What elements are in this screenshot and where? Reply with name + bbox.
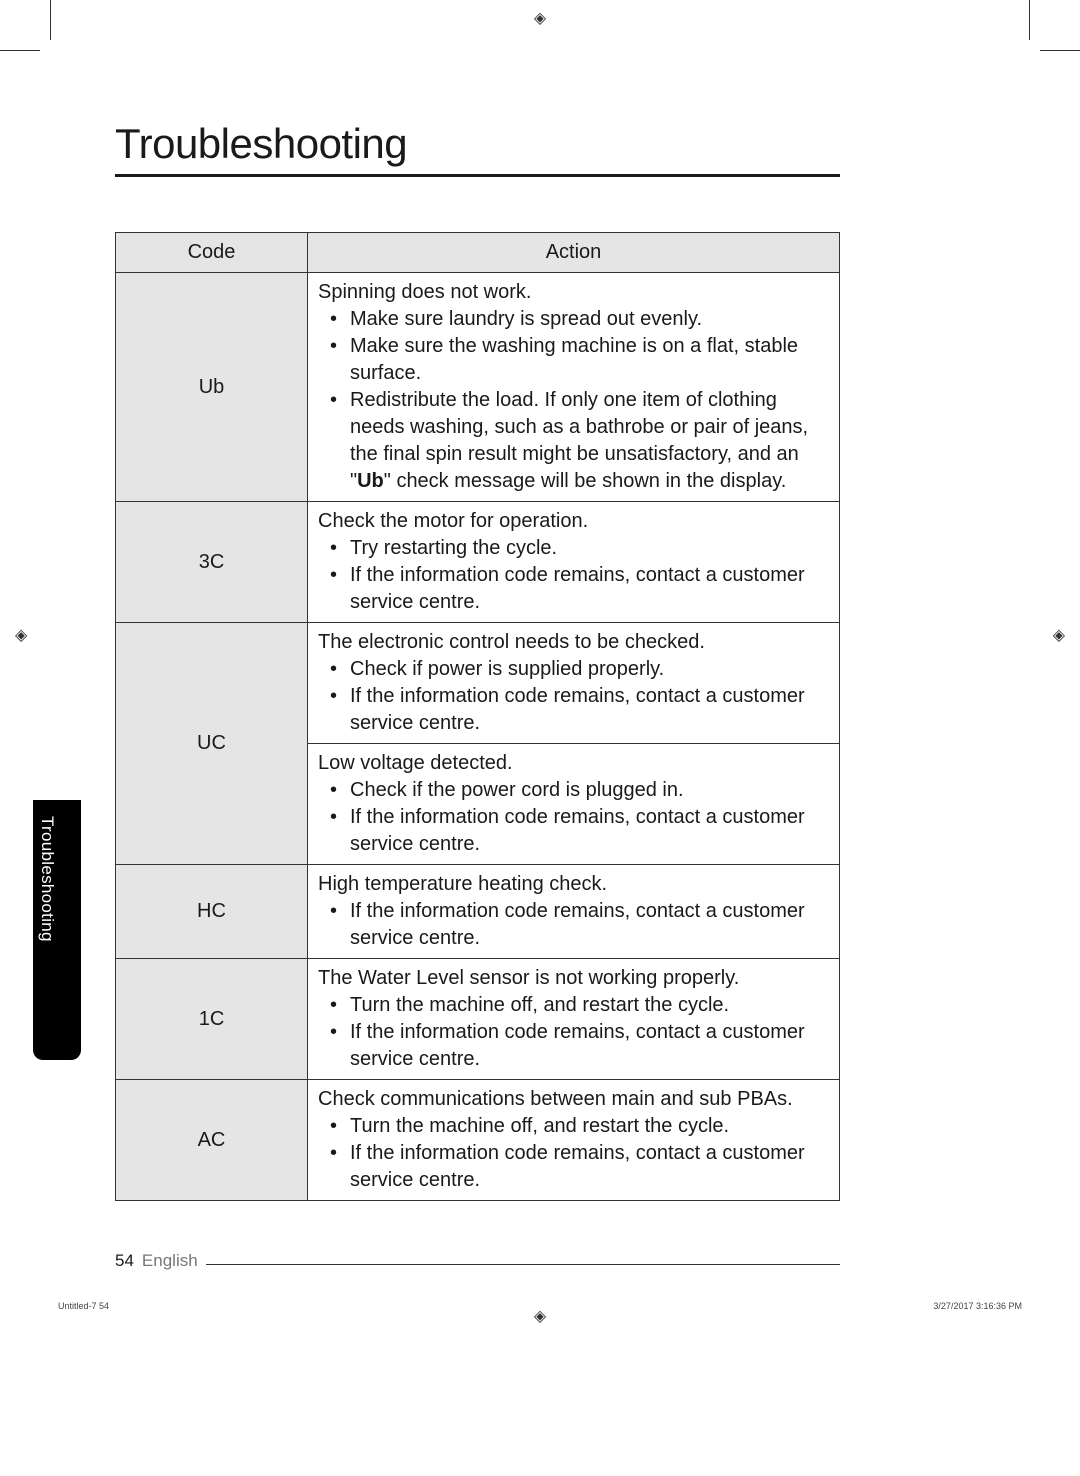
page-content: Troubleshooting Code Action UbSpinning d… <box>115 120 840 1201</box>
action-lead: Low voltage detected. <box>318 750 829 777</box>
action-bullet: If the information code remains, contact… <box>338 683 829 737</box>
section-tab-label: Troubleshooting <box>37 816 57 942</box>
code-cell: UC <box>116 623 308 865</box>
action-bullet: Check if power is supplied properly. <box>338 656 829 683</box>
action-cell: Spinning does not work.Make sure laundry… <box>308 273 840 502</box>
action-cell: Check the motor for operation.Try restar… <box>308 502 840 623</box>
page-footer: 54 English <box>115 1251 840 1271</box>
reg-mark-right: ◈ <box>1053 625 1065 645</box>
code-cell: 1C <box>116 959 308 1080</box>
table-row: 3CCheck the motor for operation.Try rest… <box>116 502 840 623</box>
section-tab: Troubleshooting <box>33 800 81 1060</box>
action-bullets: Turn the machine off, and restart the cy… <box>318 1113 829 1194</box>
action-bullets: Try restarting the cycle.If the informat… <box>318 535 829 616</box>
reg-mark-left: ◈ <box>15 625 27 645</box>
action-cell: Check communications between main and su… <box>308 1080 840 1201</box>
reg-mark-bottom: ◈ <box>534 1306 546 1326</box>
action-bullet: Make sure the washing machine is on a fl… <box>338 333 829 387</box>
col-header-code: Code <box>116 233 308 273</box>
action-bullet: Turn the machine off, and restart the cy… <box>338 992 829 1019</box>
table-row: UCThe electronic control needs to be che… <box>116 623 840 744</box>
action-bullet: If the information code remains, contact… <box>338 562 829 616</box>
page-number: 54 <box>115 1251 134 1271</box>
action-bullet: Turn the machine off, and restart the cy… <box>338 1113 829 1140</box>
table-row: AC Check communications between main and … <box>116 1080 840 1201</box>
action-bullets: Check if power is supplied properly.If t… <box>318 656 829 737</box>
title-rule <box>115 174 840 177</box>
action-bullets: Turn the machine off, and restart the cy… <box>318 992 829 1073</box>
action-bullet: Redistribute the load. If only one item … <box>338 387 829 495</box>
action-bullets: If the information code remains, contact… <box>318 898 829 952</box>
action-bullet: If the information code remains, contact… <box>338 1019 829 1073</box>
code-cell: 3C <box>116 502 308 623</box>
action-lead: Check communications between main and su… <box>318 1086 829 1113</box>
action-cell: High temperature heating check.If the in… <box>308 865 840 959</box>
footer-rule <box>206 1264 840 1265</box>
table-row: UbSpinning does not work.Make sure laund… <box>116 273 840 502</box>
action-cell: The Water Level sensor is not working pr… <box>308 959 840 1080</box>
action-bullets: Make sure laundry is spread out evenly.M… <box>318 306 829 495</box>
code-cell: Ub <box>116 273 308 502</box>
reg-mark-top: ◈ <box>534 8 546 28</box>
col-header-action: Action <box>308 233 840 273</box>
print-info-right: 3/27/2017 3:16:36 PM <box>933 1301 1022 1311</box>
action-bullet: If the information code remains, contact… <box>338 1140 829 1194</box>
code-cell: AC <box>116 1080 308 1201</box>
action-lead: Check the motor for operation. <box>318 508 829 535</box>
action-cell: Low voltage detected.Check if the power … <box>308 744 840 865</box>
action-lead: The Water Level sensor is not working pr… <box>318 965 829 992</box>
troubleshooting-table: Code Action UbSpinning does not work.Mak… <box>115 232 840 1201</box>
action-bullet: If the information code remains, contact… <box>338 898 829 952</box>
action-lead: Spinning does not work. <box>318 279 829 306</box>
action-lead: High temperature heating check. <box>318 871 829 898</box>
action-bullet: Try restarting the cycle. <box>338 535 829 562</box>
table-row: HCHigh temperature heating check.If the … <box>116 865 840 959</box>
page-lang: English <box>142 1251 198 1271</box>
action-bullets: Check if the power cord is plugged in.If… <box>318 777 829 858</box>
action-lead: The electronic control needs to be check… <box>318 629 829 656</box>
action-cell: The electronic control needs to be check… <box>308 623 840 744</box>
print-info-left: Untitled-7 54 <box>58 1301 109 1311</box>
page-title: Troubleshooting <box>115 120 840 168</box>
action-bullet: Check if the power cord is plugged in. <box>338 777 829 804</box>
action-bullet: If the information code remains, contact… <box>338 804 829 858</box>
action-bullet: Make sure laundry is spread out evenly. <box>338 306 829 333</box>
code-cell: HC <box>116 865 308 959</box>
table-row: 1C The Water Level sensor is not working … <box>116 959 840 1080</box>
